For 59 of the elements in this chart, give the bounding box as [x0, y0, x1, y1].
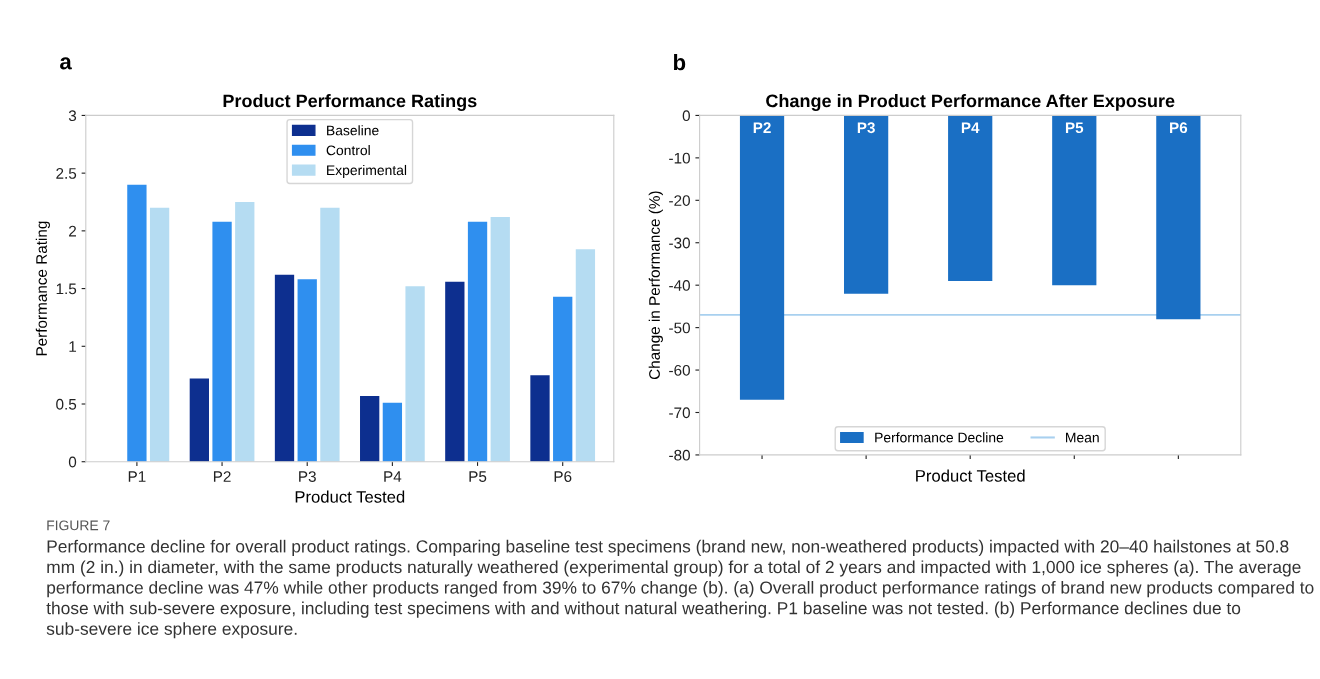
bar — [212, 221, 232, 462]
y-axis-title: Performance Rating — [35, 221, 50, 356]
category-label: P2 — [753, 122, 771, 133]
bar — [382, 402, 403, 462]
y-tick-label: -80 — [669, 449, 690, 461]
y-tick-label: 2.5 — [56, 168, 77, 179]
x-axis-title: Product Tested — [916, 469, 1025, 482]
text: a — [60, 57, 72, 70]
category-label: P5 — [1065, 122, 1084, 134]
y-tick-label: -30 — [669, 237, 690, 249]
legend-label: Control — [326, 145, 370, 156]
bar — [235, 202, 255, 462]
y-tick-label: 1 — [69, 341, 77, 352]
category-label: P3 — [857, 122, 875, 134]
y-tick-label: 0 — [68, 456, 77, 468]
y-tick-label: -40 — [669, 280, 690, 291]
x-tick-label: P5 — [469, 471, 487, 482]
bar — [445, 281, 465, 462]
bar — [405, 286, 425, 462]
bar — [575, 249, 596, 462]
bar — [530, 375, 550, 462]
text: b — [674, 53, 686, 71]
x-tick-label: P4 — [384, 471, 402, 482]
bar — [320, 207, 340, 462]
y-tick-label: -70 — [669, 407, 690, 419]
y-tick-label: 0 — [682, 110, 690, 122]
y-tick-label: 1.5 — [56, 283, 77, 295]
bar — [149, 207, 170, 462]
x-tick-label: P6 — [554, 471, 572, 482]
y-tick-label: -20 — [669, 195, 690, 206]
legend-label: Mean — [1066, 432, 1099, 443]
y-tick-label: -50 — [669, 322, 690, 334]
chart-title: Change in Product Performance After Exposure — [766, 94, 1175, 111]
y-tick-label: 2 — [69, 225, 77, 237]
y-tick-label: 3 — [68, 110, 77, 122]
y-tick-label: 0.5 — [56, 398, 77, 410]
text: Performance decline for overall product ratings. Comparing baseline test specimens (brand new, non-weathered products) impacted with 20–40 hailstones at 50.8 mm (2 in.) in diameter, with the same products naturally weathered (experimental group) for a total of 2 years and impacted with 1,000 ice spheres (a). The average performance decline was 47% while other products ranged from 39% to 67% change (b). (a) Overall product performance ratings of brand new products compared to those with sub-severe exposure, including test specimens with and without natural weathering. P1 baseline was not tested. (b) Performance declines due to sub-severe ice sphere exposure. — [46, 539, 1314, 639]
x-axis-title: Product Tested — [295, 490, 405, 503]
bar — [189, 378, 209, 462]
y-tick-label: -60 — [669, 364, 690, 376]
legend-label: Experimental — [327, 164, 407, 178]
bar — [467, 221, 488, 462]
y-tick-label: -10 — [669, 152, 690, 164]
chart-title: Product Performance Ratings — [223, 94, 477, 111]
bar — [297, 279, 317, 462]
y-axis-title: Change in Performance (%) — [648, 191, 663, 380]
bar — [127, 184, 147, 462]
x-tick-label: P2 — [213, 471, 231, 482]
category-label: P4 — [961, 122, 980, 133]
bar — [360, 395, 380, 462]
caption: FIGURE 7 — [47, 520, 110, 531]
legend-label: Baseline — [327, 125, 379, 136]
x-tick-label: P1 — [128, 471, 146, 482]
x-tick-label: P3 — [299, 471, 316, 482]
legend-label: Performance Decline — [875, 432, 1004, 443]
bar — [490, 217, 510, 462]
category-label: P6 — [1170, 122, 1188, 134]
bar — [274, 274, 295, 462]
bar — [553, 296, 573, 462]
